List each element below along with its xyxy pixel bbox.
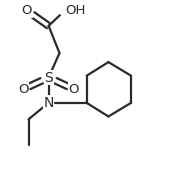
Text: OH: OH (65, 4, 85, 17)
Text: O: O (18, 83, 28, 96)
Text: O: O (22, 4, 32, 17)
Text: O: O (69, 83, 79, 96)
Text: S: S (44, 70, 53, 84)
Text: N: N (43, 96, 54, 110)
